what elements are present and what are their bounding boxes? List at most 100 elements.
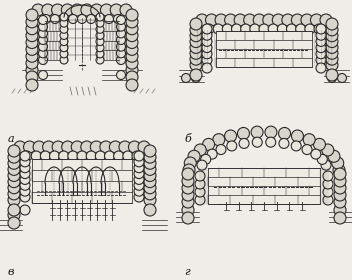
Circle shape (182, 204, 194, 216)
Circle shape (117, 49, 126, 58)
Circle shape (38, 49, 48, 58)
Circle shape (100, 4, 112, 16)
Circle shape (62, 141, 74, 153)
Circle shape (120, 4, 132, 16)
Circle shape (51, 4, 64, 16)
Circle shape (26, 50, 38, 62)
Circle shape (26, 36, 38, 48)
Circle shape (316, 43, 326, 53)
Circle shape (38, 15, 48, 25)
Circle shape (334, 182, 346, 194)
Circle shape (8, 151, 20, 163)
Circle shape (96, 19, 104, 27)
Circle shape (265, 126, 277, 138)
Circle shape (241, 24, 251, 34)
Circle shape (81, 4, 93, 16)
Circle shape (8, 209, 20, 221)
Circle shape (323, 171, 333, 181)
Circle shape (182, 189, 194, 201)
Circle shape (144, 157, 156, 169)
Circle shape (126, 30, 138, 42)
Circle shape (323, 179, 333, 189)
Circle shape (259, 24, 269, 34)
Circle shape (69, 15, 77, 24)
Text: б: б (184, 134, 191, 144)
Circle shape (8, 163, 20, 175)
Circle shape (59, 151, 69, 161)
Circle shape (26, 79, 38, 91)
Circle shape (60, 38, 68, 46)
Circle shape (126, 23, 138, 35)
Bar (32, 159, 132, 203)
Circle shape (183, 164, 195, 176)
Circle shape (202, 43, 212, 53)
Circle shape (134, 192, 144, 202)
Circle shape (332, 157, 344, 169)
Circle shape (126, 36, 138, 48)
Circle shape (182, 196, 194, 208)
Circle shape (326, 59, 338, 71)
Circle shape (126, 57, 138, 69)
Circle shape (327, 74, 337, 83)
Circle shape (96, 44, 104, 52)
Circle shape (134, 169, 144, 179)
Circle shape (87, 15, 95, 24)
Circle shape (26, 9, 38, 21)
Circle shape (126, 50, 138, 62)
Circle shape (105, 15, 113, 24)
Circle shape (31, 151, 41, 161)
Circle shape (38, 22, 48, 31)
Circle shape (20, 157, 30, 167)
Bar (216, 31, 312, 67)
Circle shape (42, 4, 54, 16)
Circle shape (326, 18, 338, 30)
Circle shape (202, 49, 212, 59)
Circle shape (195, 171, 205, 181)
Circle shape (225, 14, 237, 26)
Circle shape (316, 49, 326, 59)
Circle shape (126, 9, 138, 21)
Circle shape (144, 176, 156, 188)
Circle shape (263, 14, 275, 26)
Circle shape (38, 29, 48, 38)
Circle shape (320, 14, 332, 26)
Circle shape (190, 59, 202, 71)
Circle shape (182, 182, 194, 194)
Circle shape (134, 151, 144, 161)
Circle shape (190, 41, 202, 53)
Circle shape (239, 138, 249, 148)
Circle shape (238, 127, 250, 139)
Circle shape (305, 24, 315, 34)
Circle shape (20, 169, 30, 179)
Circle shape (77, 151, 87, 161)
Bar (208, 168, 320, 204)
Circle shape (8, 182, 20, 194)
Circle shape (20, 151, 30, 161)
Circle shape (59, 15, 69, 24)
Circle shape (195, 195, 205, 205)
Circle shape (126, 71, 138, 83)
Circle shape (71, 141, 83, 153)
Circle shape (144, 151, 156, 163)
Circle shape (234, 14, 246, 26)
Text: в: в (8, 267, 14, 277)
Circle shape (96, 56, 104, 64)
Circle shape (194, 144, 206, 156)
Circle shape (184, 157, 196, 169)
Circle shape (52, 141, 64, 153)
Circle shape (20, 163, 30, 173)
Circle shape (144, 163, 156, 175)
Circle shape (95, 15, 105, 24)
Circle shape (134, 180, 144, 190)
Circle shape (40, 151, 50, 161)
Circle shape (268, 24, 278, 34)
Circle shape (8, 169, 20, 181)
Circle shape (316, 63, 326, 73)
Circle shape (195, 187, 205, 197)
Circle shape (38, 42, 48, 51)
Circle shape (333, 164, 345, 176)
Circle shape (113, 15, 122, 24)
Circle shape (326, 36, 338, 48)
Circle shape (278, 127, 290, 139)
Circle shape (190, 18, 202, 30)
